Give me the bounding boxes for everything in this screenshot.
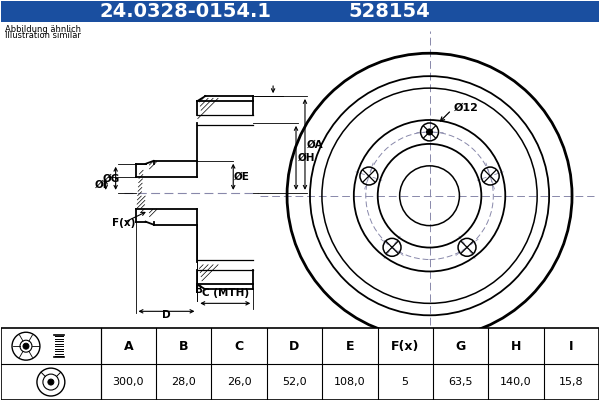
Text: ØG: ØG xyxy=(103,173,120,183)
Text: F(x): F(x) xyxy=(112,218,135,228)
Text: ØE: ØE xyxy=(234,172,250,182)
Text: ØI: ØI xyxy=(95,180,107,190)
Bar xyxy=(1,2,599,22)
Text: B: B xyxy=(179,340,188,353)
Text: E: E xyxy=(346,340,354,353)
Text: 300,0: 300,0 xyxy=(113,377,144,387)
Bar xyxy=(1,328,599,400)
Text: G: G xyxy=(455,340,466,353)
Text: 24.0328-0154.1: 24.0328-0154.1 xyxy=(100,2,271,21)
Text: C (MTH): C (MTH) xyxy=(202,288,249,298)
Text: H: H xyxy=(511,340,521,353)
Text: B: B xyxy=(196,285,203,295)
Text: F(x): F(x) xyxy=(391,340,419,353)
Text: Illustration similar: Illustration similar xyxy=(5,31,81,40)
Text: 140,0: 140,0 xyxy=(500,377,532,387)
Circle shape xyxy=(48,379,54,385)
Text: 26,0: 26,0 xyxy=(227,377,251,387)
Text: 5: 5 xyxy=(401,377,409,387)
Text: Abbildung ähnlich: Abbildung ähnlich xyxy=(5,25,81,34)
Text: D: D xyxy=(162,310,171,320)
Circle shape xyxy=(427,129,433,135)
Text: 52,0: 52,0 xyxy=(282,377,307,387)
Text: ØA: ØA xyxy=(307,140,323,150)
Text: 28,0: 28,0 xyxy=(172,377,196,387)
Text: 63,5: 63,5 xyxy=(448,377,473,387)
Text: ØH: ØH xyxy=(298,153,316,163)
Text: 15,8: 15,8 xyxy=(559,377,584,387)
Circle shape xyxy=(23,343,29,349)
Text: A: A xyxy=(124,340,133,353)
Text: 528154: 528154 xyxy=(349,2,431,21)
Text: 108,0: 108,0 xyxy=(334,377,365,387)
Text: D: D xyxy=(289,340,299,353)
Text: I: I xyxy=(569,340,574,353)
Text: Ø12: Ø12 xyxy=(454,103,478,113)
Text: C: C xyxy=(235,340,244,353)
